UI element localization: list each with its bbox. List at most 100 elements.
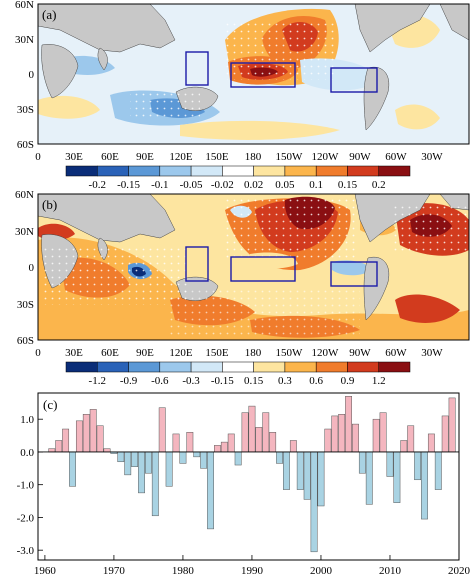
region-box-east: [330, 67, 378, 93]
lat-tick: 30N: [15, 226, 34, 238]
colorbar-label: 0.6: [309, 375, 323, 384]
colorbar-swatch: [222, 361, 254, 373]
bar: [331, 415, 339, 453]
colorbar-swatch: [128, 165, 161, 177]
bar: [124, 451, 132, 476]
region-box-west: [185, 51, 209, 86]
bar-chart-c: (c) 1.0 0.0 -1.0 -2.0 -3.0 1960 1970 1980 1990 2…: [17, 392, 471, 577]
y-tick-label: -2.0: [17, 512, 35, 524]
y-tick-label: 0.0: [20, 447, 34, 459]
lon-tick: 60E: [101, 151, 119, 163]
bar: [214, 445, 221, 453]
colorbar-label: -1.2: [89, 375, 106, 384]
y-tick-label: 1.0: [20, 414, 34, 426]
lat-tick: 30S: [17, 299, 34, 311]
colorbar-label: -0.9: [120, 375, 138, 384]
colorbar-a: -0.2 -0.15 -0.1 -0.05 -0.02 0.02 0.05 0.1 0.15 0.…: [65, 165, 411, 191]
bar: [207, 451, 214, 530]
lon-axis-a: 0 30E 60E 90E 120E 150E 180 150W 120W 90…: [35, 151, 443, 163]
bar: [262, 412, 270, 453]
colorbar-swatch: [347, 165, 379, 177]
bar: [255, 427, 263, 453]
lon-tick: 90W: [349, 347, 371, 359]
colorbar-swatch: [315, 165, 348, 177]
lon-tick: 0: [35, 347, 41, 359]
bar: [131, 451, 139, 467]
lon-tick: 120W: [312, 347, 340, 359]
bar: [138, 451, 145, 494]
colorbar-swatch: [253, 165, 286, 177]
bar: [165, 451, 173, 487]
bar: [441, 415, 449, 453]
bar: [379, 412, 387, 453]
lat-axis-b: 60N 30N 0 30S 60S: [15, 190, 34, 347]
lon-tick: 180: [245, 347, 262, 359]
bar: [172, 433, 180, 453]
colorbar-swatch: [190, 361, 223, 373]
colorbar-swatch: [97, 361, 129, 373]
colorbar-swatch: [284, 165, 317, 177]
bar: [96, 425, 104, 453]
bar: [158, 407, 166, 453]
lon-tick: 150W: [276, 151, 304, 163]
x-tick-label: 1980: [172, 565, 195, 577]
colorbar-label: -0.15: [211, 375, 234, 384]
lat-axis-a: 60N 30N 0 30S 60S: [15, 0, 34, 151]
bar: [248, 405, 256, 453]
bar: [186, 432, 194, 453]
colorbar-swatch: [97, 165, 129, 177]
bar: [345, 396, 352, 453]
bar: [117, 451, 125, 463]
bar: [55, 440, 63, 453]
colorbar-label: -0.05: [180, 179, 203, 191]
bar: [69, 451, 76, 487]
bar: [324, 428, 332, 453]
bar: [358, 451, 366, 474]
lon-tick: 60W: [385, 151, 407, 163]
colorbar-label: 0.05: [275, 179, 295, 191]
bar: [372, 418, 380, 453]
x-tick-label: 2000: [310, 565, 333, 577]
panel-label-c: (c): [43, 397, 57, 412]
bar: [269, 432, 277, 453]
colorbar-label: 0.2: [372, 179, 386, 191]
map-frame-a: [37, 3, 470, 145]
region-box-east: [330, 261, 378, 287]
lon-tick: 150W: [276, 347, 304, 359]
bar: [62, 428, 70, 453]
lon-tick: 0: [35, 151, 41, 163]
bar: [289, 440, 297, 453]
colorbar-swatch: [378, 361, 411, 373]
colorbar-label: -0.2: [89, 179, 106, 191]
colorbar-label: -0.6: [151, 375, 169, 384]
bar: [234, 451, 242, 466]
bar: [407, 425, 415, 453]
bar: [352, 423, 359, 453]
bar: [386, 451, 394, 477]
x-axis-c: 1960 1970 1980 1990 2000 2010 2020: [34, 555, 471, 577]
bar: [400, 440, 408, 453]
colorbar-label: 0.15: [338, 179, 358, 191]
x-tick-label: 1990: [241, 565, 264, 577]
bar: [414, 451, 422, 481]
colorbar-label: -0.15: [117, 179, 140, 191]
bar: [434, 451, 442, 490]
map-panel-b: (b) 60N 30N 0 30S 60S 0 30E 60E 90E 120E…: [15, 190, 470, 384]
colorbar-label: 0.3: [278, 375, 292, 384]
lon-tick: 60W: [385, 347, 407, 359]
x-tick-label: 2020: [448, 565, 471, 577]
bar: [200, 451, 208, 469]
colorbar-swatch: [190, 165, 223, 177]
y-tick-label: -1.0: [17, 480, 35, 492]
map-panel-a: (a) 60N 30N 0 30S 60S 0 30E 60E 90E 120E…: [15, 0, 470, 191]
bar: [296, 451, 304, 490]
bar: [393, 451, 401, 503]
colorbar-swatch: [65, 165, 98, 177]
lat-tick: 30N: [15, 34, 34, 46]
bar: [179, 451, 187, 464]
colorbar-b: -1.2 -0.9 -0.6 -0.3 -0.15 0.15 0.3 0.6 0.9 1.2: [65, 361, 411, 384]
colorbar-swatch: [347, 361, 379, 373]
x-tick-label: 1970: [103, 565, 126, 577]
colorbar-swatch: [159, 165, 192, 177]
lon-tick: 120E: [169, 151, 193, 163]
